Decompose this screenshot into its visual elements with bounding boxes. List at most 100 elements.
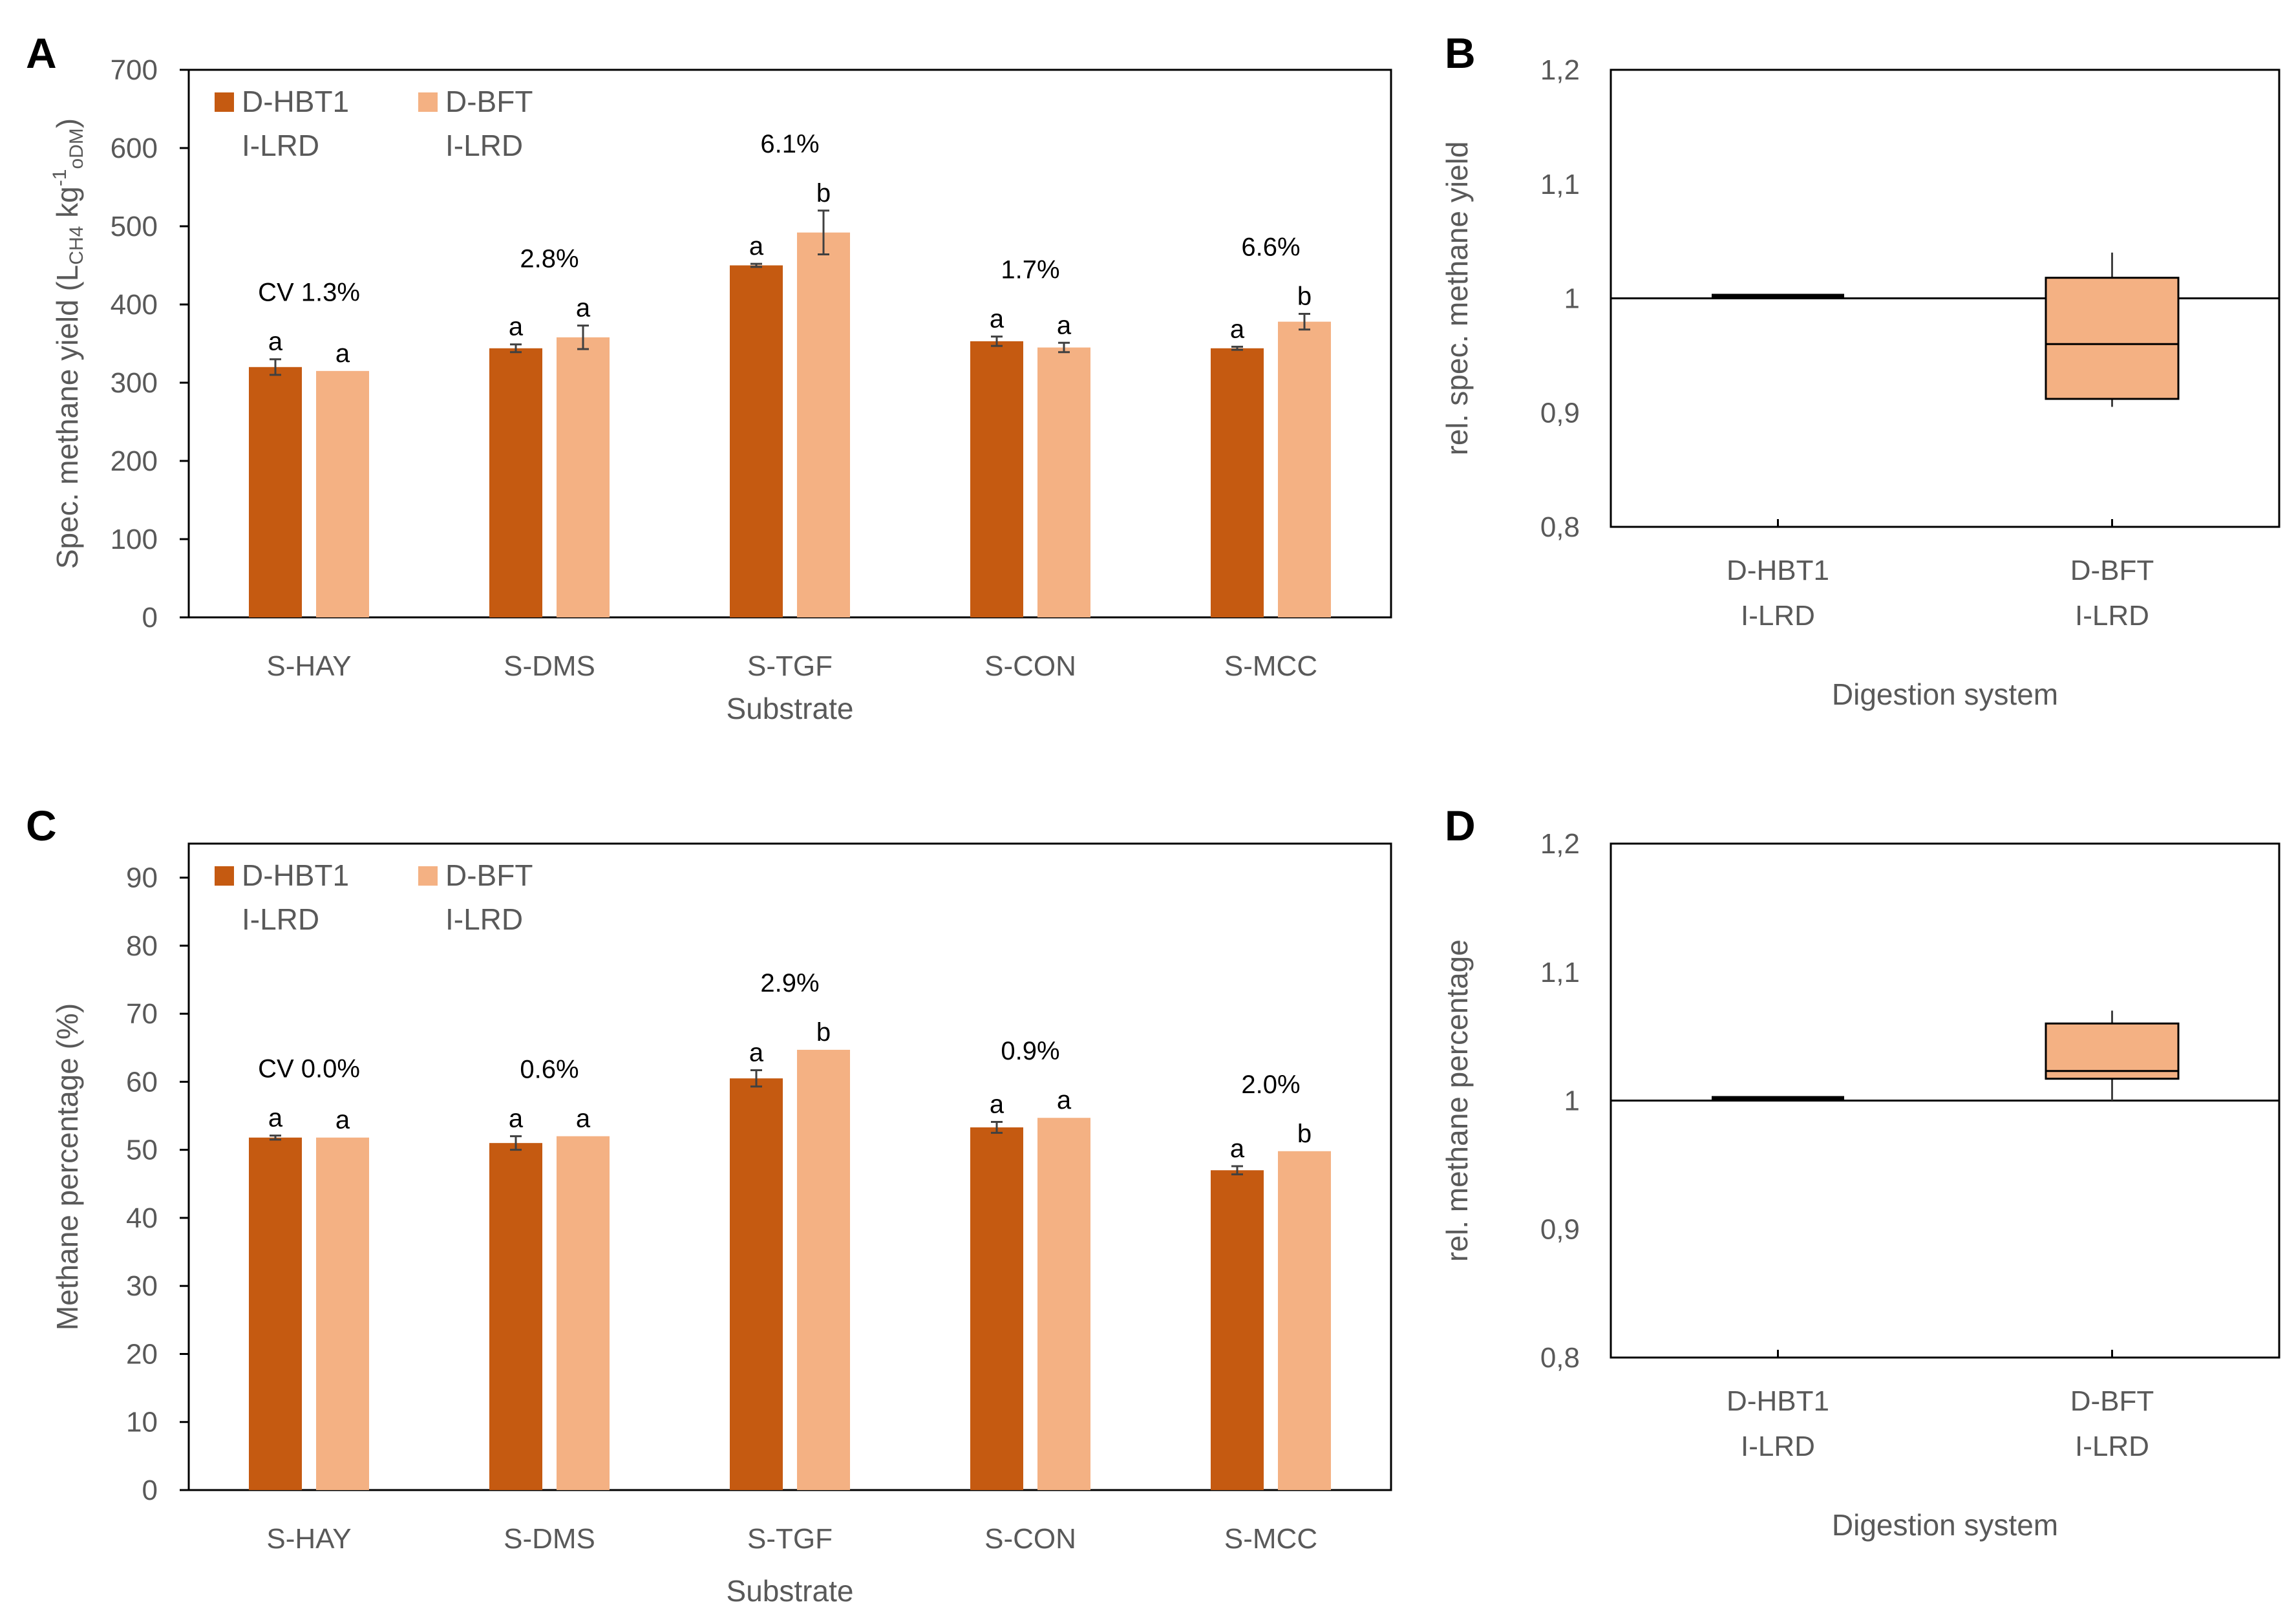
y-tick-label: 90 bbox=[126, 862, 158, 894]
x-tick-label: S-DMS bbox=[504, 1523, 595, 1555]
legend-swatch-dhbt1 bbox=[215, 866, 234, 886]
y-tick-label: 400 bbox=[111, 289, 158, 321]
x-tick-label: S-HAY bbox=[266, 650, 351, 682]
cv-label: 2.8% bbox=[520, 245, 579, 273]
panel-label-A: A bbox=[26, 29, 57, 77]
y-tick-label: 1,1 bbox=[1540, 957, 1580, 988]
x-tick-label: S-HAY bbox=[266, 1523, 351, 1555]
y-tick-label: 1,2 bbox=[1540, 828, 1580, 860]
x-tick-label: S-CON bbox=[984, 650, 1076, 682]
y-axis-title: rel. spec. methane yield bbox=[1440, 142, 1474, 456]
y-axis-title-part: CH4 bbox=[66, 226, 87, 265]
significance-letter: b bbox=[1297, 282, 1312, 311]
x-tick-label: I-LRD bbox=[1741, 1431, 1815, 1462]
y-tick-label: 500 bbox=[111, 211, 158, 242]
significance-letter: a bbox=[1057, 311, 1072, 339]
significance-letter: a bbox=[749, 232, 764, 261]
x-tick-label: S-DMS bbox=[504, 650, 595, 682]
x-tick-label: S-MCC bbox=[1224, 650, 1317, 682]
y-tick-label: 0 bbox=[142, 1475, 158, 1506]
y-tick-label: 100 bbox=[111, 524, 158, 555]
bar-A-dbft-s-tgf bbox=[797, 232, 850, 617]
significance-letter: a bbox=[335, 1106, 350, 1135]
significance-letter: a bbox=[509, 1105, 524, 1133]
y-axis-title-part: ) bbox=[50, 118, 84, 128]
y-tick-label: 70 bbox=[126, 998, 158, 1030]
y-tick-label: 20 bbox=[126, 1338, 158, 1370]
significance-letter: a bbox=[268, 1104, 283, 1133]
y-tick-label: 0,9 bbox=[1540, 1213, 1580, 1245]
cv-label: CV 0.0% bbox=[258, 1055, 360, 1083]
y-axis-title-part: oDM bbox=[66, 128, 87, 169]
bar-C-dhbt1-s-mcc bbox=[1211, 1170, 1264, 1490]
plot-frame-C bbox=[187, 842, 1392, 1491]
y-tick-label: 1 bbox=[1564, 283, 1580, 315]
bar-C-dbft-s-hay bbox=[316, 1137, 369, 1490]
y-tick-label: 1,2 bbox=[1540, 54, 1580, 86]
x-tick-label: I-LRD bbox=[2075, 600, 2149, 632]
x-axis-title: Digestion system bbox=[1832, 677, 2058, 711]
y-tick-label: 200 bbox=[111, 445, 158, 477]
significance-letter: a bbox=[509, 313, 524, 341]
y-tick-label: 50 bbox=[126, 1135, 158, 1166]
significance-letter: b bbox=[816, 179, 831, 208]
bar-A-dbft-s-hay bbox=[316, 370, 369, 617]
x-axis-title: Substrate bbox=[727, 1574, 854, 1608]
cv-label: 0.6% bbox=[520, 1056, 579, 1084]
bar-C-dbft-s-dms bbox=[557, 1136, 610, 1490]
y-tick-label: 80 bbox=[126, 930, 158, 962]
bar-A-dbft-s-mcc bbox=[1278, 321, 1331, 617]
x-tick-label: D-HBT1 bbox=[1727, 555, 1829, 586]
x-tick-label: D-BFT bbox=[2070, 1385, 2154, 1417]
bar-A-dbft-s-dms bbox=[557, 337, 610, 617]
y-axis-title-part: -1 bbox=[49, 169, 70, 187]
panel-label-C: C bbox=[26, 802, 57, 849]
cv-label: 0.9% bbox=[1001, 1037, 1059, 1065]
box-D-1 bbox=[2045, 1022, 2180, 1080]
bar-A-dhbt1-s-dms bbox=[489, 348, 542, 617]
bar-C-dbft-s-mcc bbox=[1278, 1151, 1331, 1490]
legend-swatch-dhbt1 bbox=[215, 92, 234, 112]
legend-label: I-LRD bbox=[445, 129, 523, 162]
y-tick-label: 10 bbox=[126, 1407, 158, 1438]
bar-A-dhbt1-s-tgf bbox=[730, 265, 783, 617]
y-axis-title: Methane percentage (%) bbox=[50, 1003, 84, 1330]
y-tick-label: 30 bbox=[126, 1270, 158, 1302]
box-B-1 bbox=[2045, 277, 2180, 400]
x-tick-label: D-BFT bbox=[2070, 555, 2154, 586]
x-tick-label: D-HBT1 bbox=[1727, 1385, 1829, 1417]
legend-label: D-BFT bbox=[445, 858, 533, 892]
legend-label: D-HBT1 bbox=[242, 858, 349, 892]
y-tick-label: 0,8 bbox=[1540, 511, 1580, 543]
x-axis-title: Substrate bbox=[727, 692, 854, 725]
significance-letter: b bbox=[1297, 1120, 1312, 1148]
y-tick-label: 300 bbox=[111, 367, 158, 399]
bar-A-dhbt1-s-mcc bbox=[1211, 348, 1264, 617]
y-tick-label: 0 bbox=[142, 602, 158, 634]
cv-label: 2.9% bbox=[760, 969, 819, 997]
bar-C-dhbt1-s-hay bbox=[249, 1137, 302, 1490]
significance-letter: a bbox=[990, 305, 1004, 334]
y-tick-label: 40 bbox=[126, 1202, 158, 1234]
significance-letter: b bbox=[816, 1018, 831, 1047]
significance-letter: a bbox=[990, 1091, 1004, 1119]
y-tick-label: 600 bbox=[111, 133, 158, 164]
significance-letter: a bbox=[335, 339, 350, 368]
significance-letter: a bbox=[1057, 1086, 1072, 1114]
y-tick-label: 1 bbox=[1564, 1085, 1580, 1117]
cv-label: 6.6% bbox=[1241, 233, 1300, 262]
legend-label: I-LRD bbox=[242, 902, 319, 936]
bar-C-dbft-s-tgf bbox=[797, 1049, 850, 1490]
x-axis-title: Digestion system bbox=[1832, 1508, 2058, 1542]
cv-label: CV 1.3% bbox=[258, 279, 360, 307]
y-axis-title: Spec. methane yield (LCH4 kg-1oDM) bbox=[49, 118, 87, 569]
y-tick-label: 1,1 bbox=[1540, 169, 1580, 200]
x-tick-label: I-LRD bbox=[1741, 600, 1815, 632]
legend-label: D-BFT bbox=[445, 85, 533, 118]
y-axis-title: rel. methane percentage bbox=[1440, 939, 1474, 1262]
panel-label-D: D bbox=[1445, 802, 1476, 849]
bar-A-dhbt1-s-con bbox=[970, 341, 1023, 617]
plot-frame-A bbox=[187, 69, 1392, 619]
significance-letter: a bbox=[1230, 1135, 1245, 1163]
